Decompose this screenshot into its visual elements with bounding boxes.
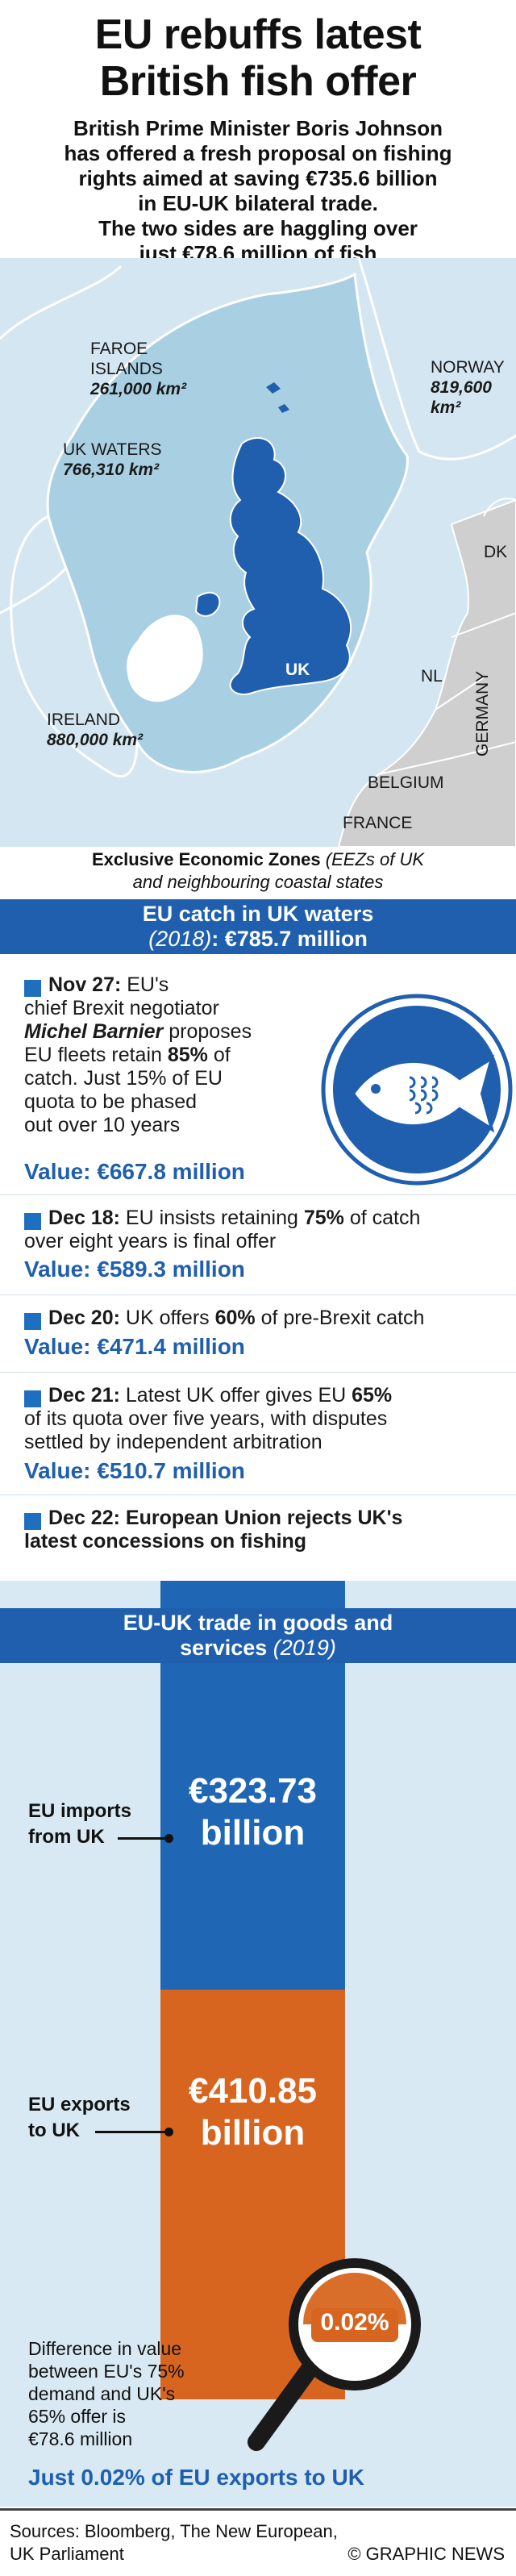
bullet-square bbox=[24, 1313, 41, 1330]
norway-eez-boundary bbox=[357, 258, 516, 461]
map-caption: Exclusive Economic Zones (EEZs of UK and… bbox=[91, 849, 425, 892]
norway-label: NORWAY 819,600 km² bbox=[431, 358, 505, 417]
belgium-label: BELGIUM bbox=[368, 773, 444, 792]
imports-leader-line bbox=[118, 1837, 169, 1840]
continental-europe bbox=[337, 498, 516, 847]
summary-text: Just 0.02% of EU exports to UK bbox=[28, 2465, 364, 2490]
footer: Sources: Bloomberg, The New European, UK… bbox=[0, 2508, 516, 2576]
faroe-label: FAROE ISLANDS 261,000 km² bbox=[90, 340, 187, 398]
country-borders bbox=[378, 612, 516, 775]
imports-value: €323.73 bbox=[188, 1771, 318, 1811]
timeline-item-dec22: Dec 22: European Union rejects UK's late… bbox=[0, 1495, 516, 1569]
fish-icon bbox=[321, 994, 513, 1186]
faroe-eez-boundary bbox=[0, 265, 123, 340]
france-label: FRANCE bbox=[343, 814, 413, 832]
catch-banner: EU catch in UK waters (2018): €785.7 mil… bbox=[0, 899, 516, 954]
ireland-eez-outline bbox=[10, 515, 139, 777]
intro-line: The two sides are haggling over bbox=[98, 216, 418, 240]
value-510-7: Value: €510.7 million bbox=[24, 1458, 245, 1483]
denmark-border bbox=[483, 498, 516, 517]
intro-line: rights aimed at saving €735.6 billion bbox=[78, 166, 438, 190]
bullet-square bbox=[24, 1390, 41, 1407]
northern-ireland-land bbox=[194, 591, 221, 617]
exports-leader-dot bbox=[164, 2128, 173, 2136]
header: EU rebuffs latest British fish offer Bri… bbox=[0, 0, 516, 265]
great-britain-land bbox=[229, 436, 352, 695]
value-667-8: Value: €667.8 million bbox=[24, 1159, 245, 1184]
timeline-item-dec21: Dec 21: Latest UK offer gives EU 65% of … bbox=[0, 1373, 516, 1495]
value-471-4: Value: €471.4 million bbox=[24, 1334, 245, 1359]
germany-label: GERMANY bbox=[473, 670, 492, 757]
nl-label: NL bbox=[421, 667, 443, 686]
imports-label: EU imports from UK bbox=[28, 1800, 132, 1848]
imports-leader-dot bbox=[164, 1834, 173, 1843]
timeline-text: Dec 21: Latest UK offer gives EU 65% of … bbox=[24, 1384, 393, 1453]
value-589-3: Value: €589.3 million bbox=[24, 1257, 245, 1282]
exports-value: €410.85 bbox=[188, 2071, 318, 2111]
sources: Sources: Bloomberg, The New European, UK… bbox=[10, 2521, 338, 2564]
timeline-text: Dec 18: EU insists retaining 75% of catc… bbox=[24, 1207, 421, 1253]
timeline-text: Dec 22: European Union rejects UK's late… bbox=[24, 1507, 403, 1553]
bullet-square bbox=[24, 980, 41, 997]
intro-line: British Prime Minister Boris Johnson bbox=[73, 116, 443, 140]
timeline-text: Dec 20: UK offers 60% of pre-Brexit catc… bbox=[48, 1307, 425, 1329]
uk-label: UK bbox=[285, 661, 310, 679]
timeline-item-dec18: Dec 18: EU insists retaining 75% of catc… bbox=[0, 1195, 516, 1295]
ireland-label: IRELAND 880,000 km² bbox=[47, 711, 144, 749]
trade-banner: EU-UK trade in goods and services (2019) bbox=[0, 1608, 516, 1663]
magnifier-percentage: 0.02% bbox=[320, 2309, 389, 2336]
title-line-1: EU rebuffs latest bbox=[94, 11, 422, 58]
difference-text: Difference in value between EU's 75% dem… bbox=[28, 2338, 185, 2449]
timeline-item-nov27: Nov 27: EU's chief Brexit negotiator Mic… bbox=[0, 963, 516, 1195]
title-line-2: British fish offer bbox=[99, 58, 417, 105]
northern-isles bbox=[266, 382, 289, 413]
exports-label: EU exports to UK bbox=[28, 2094, 131, 2141]
intro-line: in EU-UK bilateral trade. bbox=[138, 191, 378, 215]
bullet-square bbox=[24, 1513, 41, 1530]
timeline-text: Nov 27: EU's chief Brexit negotiator Mic… bbox=[24, 973, 252, 1136]
bullet-square bbox=[24, 1213, 41, 1230]
eez-map bbox=[0, 258, 516, 847]
exports-leader-line bbox=[95, 2131, 169, 2133]
page-title: EU rebuffs latest British fish offer bbox=[0, 0, 516, 105]
dk-label: DK bbox=[484, 543, 508, 561]
intro-text: British Prime Minister Boris Johnson has… bbox=[0, 116, 516, 266]
credit: © GRAPHIC NEWS bbox=[347, 2544, 505, 2564]
ireland-land bbox=[127, 615, 203, 702]
intro-line: has offered a fresh proposal on fishing bbox=[64, 141, 452, 165]
timeline-item-dec20: Dec 20: UK offers 60% of pre-Brexit catc… bbox=[0, 1295, 516, 1373]
magnifier-icon bbox=[248, 2258, 421, 2451]
uk-waters-label: UK WATERS 766,310 km² bbox=[63, 440, 162, 479]
